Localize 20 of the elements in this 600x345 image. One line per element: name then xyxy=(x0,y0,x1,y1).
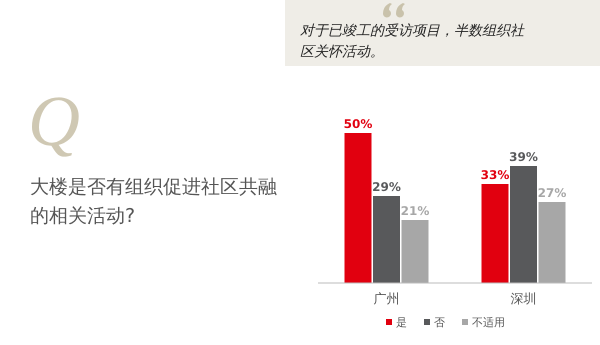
legend-label: 不适用 xyxy=(472,316,505,329)
legend-label: 否 xyxy=(434,316,445,329)
bar xyxy=(510,166,537,283)
legend-label: 是 xyxy=(396,316,407,329)
bar xyxy=(482,184,508,283)
x-tick-label: 深圳 xyxy=(510,292,536,307)
bar xyxy=(402,220,428,283)
bar xyxy=(373,196,400,283)
bar xyxy=(344,133,372,283)
data-label: 21% xyxy=(400,204,430,218)
data-label: 27% xyxy=(538,186,566,200)
x-tick-label: 广州 xyxy=(374,292,400,307)
data-label: 50% xyxy=(344,117,372,131)
text: 对于已竣工的受访项目，半数组织社区关怀活动。 xyxy=(300,23,525,60)
data-label: 39% xyxy=(509,150,538,164)
text: Q xyxy=(28,81,80,161)
bar xyxy=(538,202,566,283)
text: 大楼是否有组织促进社区共融的相关活动? xyxy=(30,176,277,227)
data-label: 29% xyxy=(372,180,401,194)
data-label: 33% xyxy=(480,168,510,182)
